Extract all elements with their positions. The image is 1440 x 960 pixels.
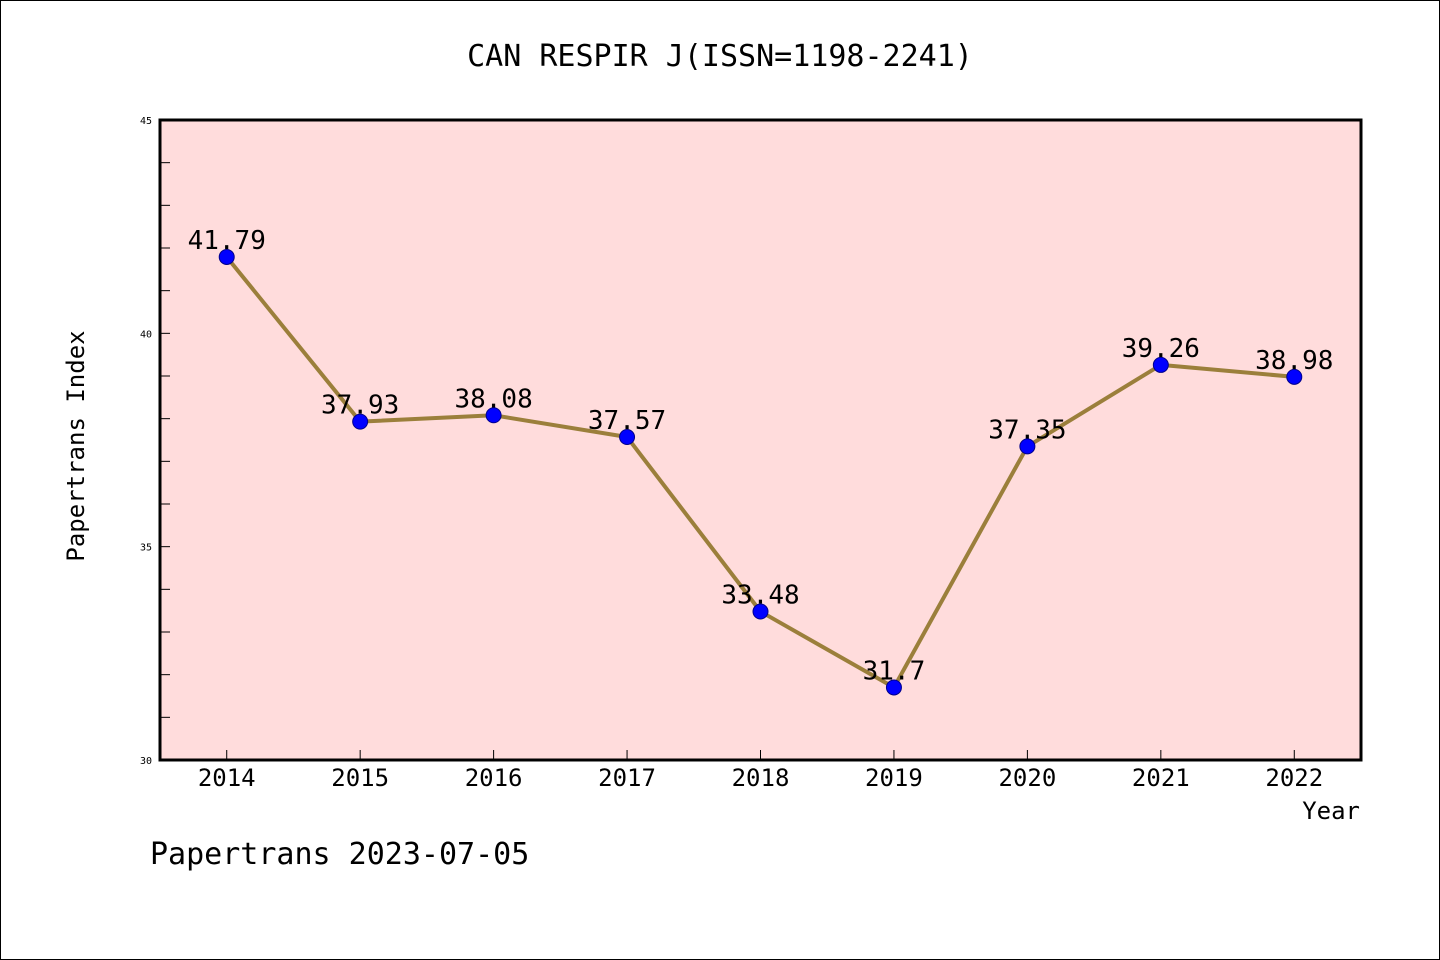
data-point-marker	[885, 679, 902, 696]
data-point-marker	[1019, 438, 1036, 455]
x-tick-labels: 2014 2015 2016 2017 2018 2019 2020 2021 2022	[198, 764, 1323, 792]
x-tick-label: 2021	[1132, 764, 1190, 792]
x-tick-label: 2017	[598, 764, 656, 792]
x-tick-label: 2018	[732, 764, 790, 792]
x-ticks	[226, 750, 1295, 760]
data-label: 31.7	[863, 656, 926, 686]
y-tick-labels: 30 35 40 45	[140, 116, 152, 767]
plot-area	[160, 120, 1361, 760]
data-label: 41.79	[188, 226, 266, 256]
data-label: 38.98	[1255, 346, 1333, 376]
data-point-marker	[1152, 356, 1169, 373]
y-tick-label: 40	[140, 329, 152, 340]
y-tick-label: 30	[140, 756, 152, 767]
data-label: 33.48	[721, 581, 799, 611]
x-tick-label: 2019	[865, 764, 923, 792]
data-label: 39.26	[1122, 334, 1200, 364]
x-axis-label: Year	[1302, 797, 1360, 825]
data-label: 37.35	[988, 415, 1066, 445]
plot-border	[158, 118, 1363, 762]
x-tick-label: 2016	[465, 764, 523, 792]
data-label: 37.93	[321, 391, 399, 421]
y-minor-ticks	[160, 162, 170, 718]
data-label: 38.08	[454, 384, 532, 414]
y-axis-label: Papertrans Index	[62, 330, 90, 561]
y-tick-label: 45	[140, 116, 152, 127]
data-labels: 41.79 37.93 38.08 37.57 33.48 31.7 37.35 39.26 3…	[188, 226, 1334, 687]
data-point-marker	[352, 413, 369, 430]
data-point-marker	[485, 407, 502, 424]
data-point-marker	[619, 429, 636, 446]
x-tick-label: 2014	[198, 764, 256, 792]
x-tick-label: 2020	[998, 764, 1056, 792]
footer-watermark: Papertrans 2023-07-05	[150, 837, 529, 872]
x-tick-label: 2015	[331, 764, 389, 792]
data-point-marker	[218, 248, 235, 265]
chart-title: CAN RESPIR J(ISSN=1198-2241)	[467, 39, 973, 74]
x-tick-label: 2022	[1265, 764, 1323, 792]
data-label: 37.57	[588, 406, 666, 436]
data-point-marker	[1286, 368, 1303, 385]
series-markers	[218, 248, 1303, 696]
data-point-marker	[752, 603, 769, 620]
y-tick-label: 35	[140, 543, 152, 554]
